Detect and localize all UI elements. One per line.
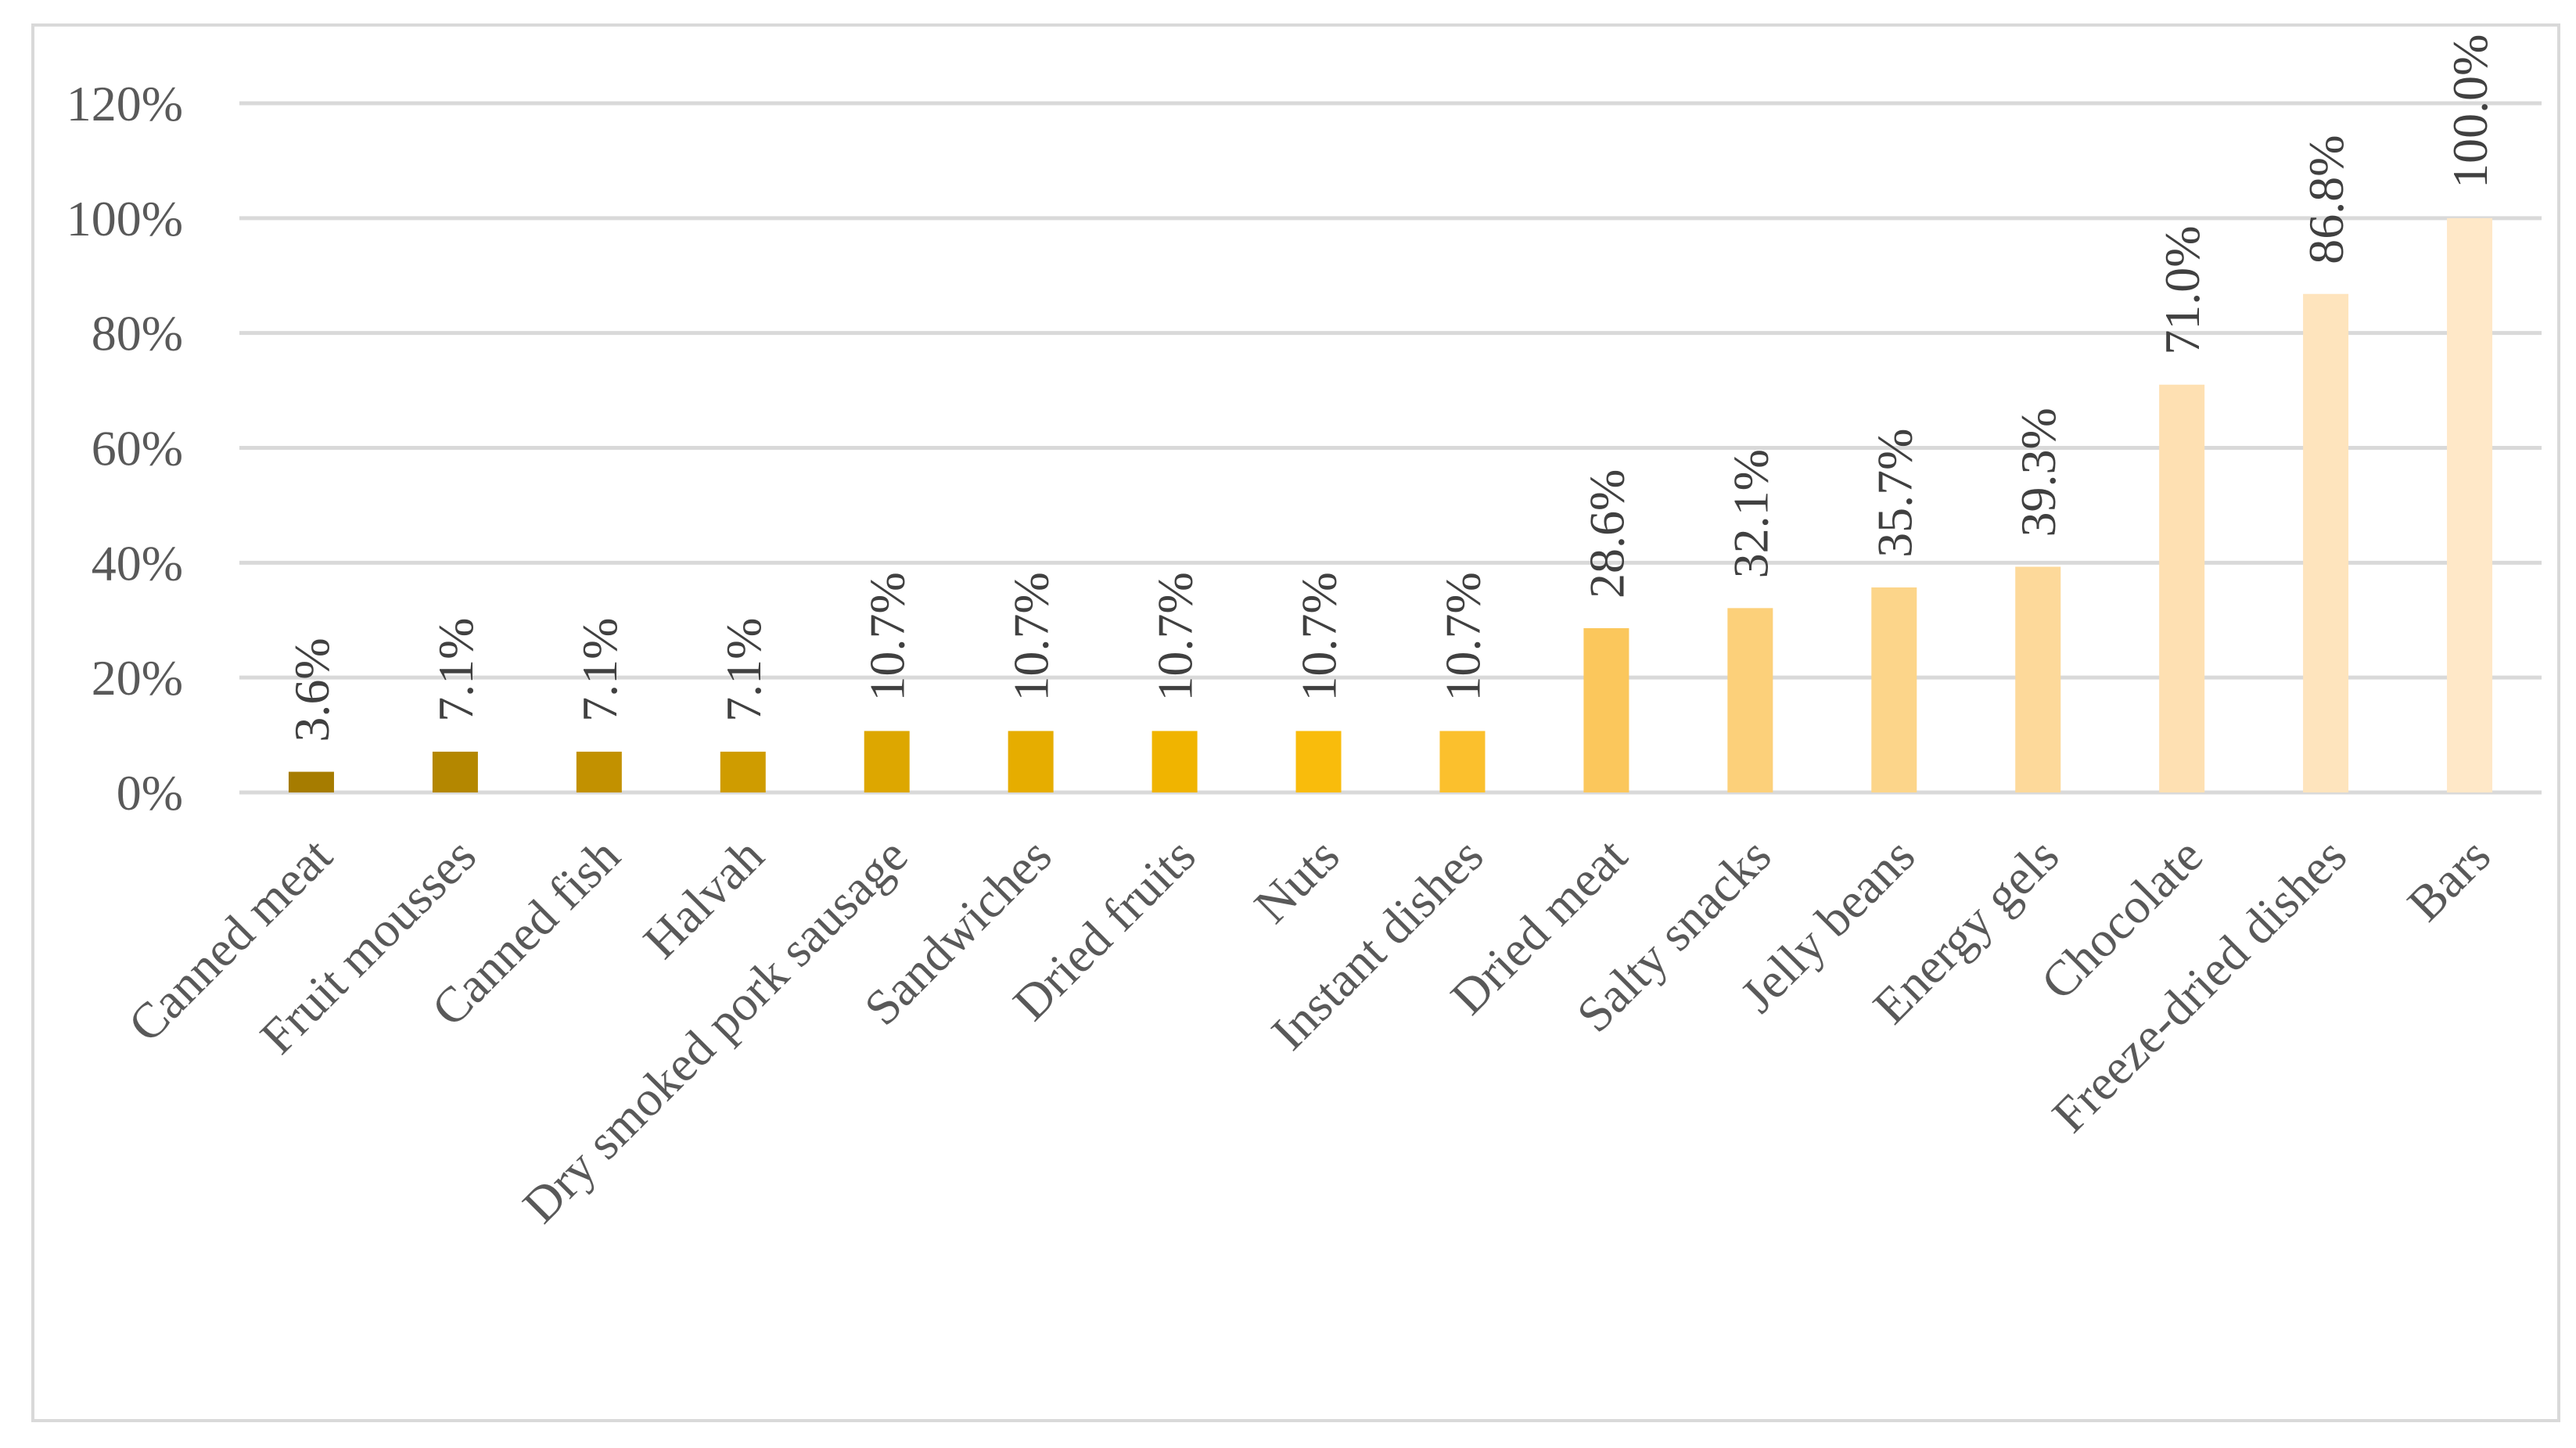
data-label: 7.1%	[572, 618, 627, 722]
gridlines	[239, 101, 2542, 795]
bar	[1008, 731, 1054, 792]
data-label: 28.6%	[1579, 469, 1634, 598]
data-label: 10.7%	[1148, 572, 1203, 701]
y-tick-label: 20%	[92, 650, 183, 706]
y-tick-label: 40%	[92, 535, 183, 591]
chart-frame: 0% 20% 40% 60% 80% 100% 120% 3.6% 7.1% 7.1% 7.1% 1…	[31, 23, 2560, 1422]
data-label: 10.7%	[1004, 572, 1059, 701]
data-label: 35.7%	[1866, 429, 1922, 558]
bar	[1151, 731, 1198, 792]
data-label: 10.7%	[1435, 572, 1490, 701]
bar	[720, 751, 766, 792]
data-label: 71.0%	[2154, 225, 2210, 354]
y-axis-ticks: 0% 20% 40% 60% 80% 100% 120%	[66, 76, 183, 821]
y-tick-label: 0%	[117, 765, 183, 821]
bar	[2015, 566, 2061, 792]
bar	[1727, 608, 1773, 792]
data-label: 86.8%	[2298, 135, 2354, 264]
data-label: 10.7%	[1292, 572, 1347, 701]
y-tick-label: 100%	[66, 191, 183, 246]
bar-chart: 0% 20% 40% 60% 80% 100% 120% 3.6% 7.1% 7.1% 7.1% 1…	[66, 34, 2542, 1234]
data-label: 7.1%	[716, 618, 771, 722]
bar	[1439, 731, 1486, 792]
bar	[2303, 293, 2349, 792]
y-tick-label: 60%	[92, 421, 183, 476]
data-label: 10.7%	[860, 572, 915, 701]
bar	[288, 771, 334, 792]
bar	[2447, 217, 2493, 792]
y-tick-label: 80%	[92, 306, 183, 361]
bars	[288, 217, 2493, 792]
bar	[864, 731, 910, 792]
y-tick-label: 120%	[66, 76, 183, 131]
data-label: 100.0%	[2442, 34, 2498, 189]
data-label: 39.3%	[2010, 408, 2066, 537]
bar	[2159, 384, 2205, 792]
data-label: 32.1%	[1723, 449, 1778, 578]
data-label: 3.6%	[284, 638, 340, 742]
data-labels: 3.6% 7.1% 7.1% 7.1% 10.7% 10.7% 10.7% 10.7% 10.7…	[284, 34, 2498, 742]
data-label: 7.1%	[428, 618, 483, 722]
bar	[576, 751, 622, 792]
bar	[1295, 731, 1342, 792]
category-label: Halvah	[633, 828, 774, 969]
bar	[1583, 628, 1629, 792]
category-label: Bars	[2397, 828, 2501, 932]
bar	[1871, 587, 1917, 792]
bar	[432, 751, 478, 792]
category-label: Nuts	[1244, 828, 1350, 934]
